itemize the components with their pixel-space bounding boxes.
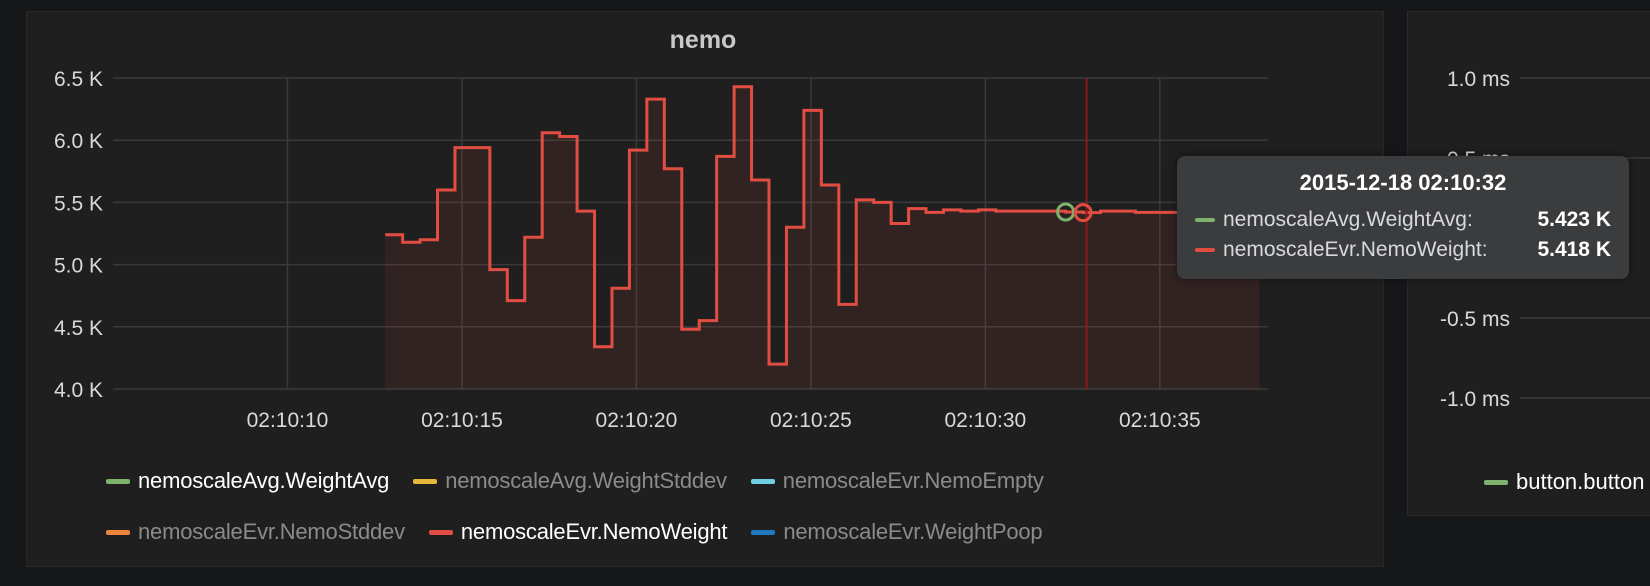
legend-swatch xyxy=(750,478,775,484)
right-y-tick-label: -1.0 ms xyxy=(1440,388,1510,411)
legend-label: nemoscaleEvr.NemoEmpty xyxy=(782,468,1044,493)
tooltip-series-value: 5.423 K xyxy=(1537,208,1611,231)
tooltip-series-name: nemoscaleAvg.WeightAvg: xyxy=(1223,208,1473,231)
panel-title[interactable]: nemo xyxy=(670,26,737,54)
y-tick-label: 5.5 K xyxy=(54,192,103,215)
legend-swatch xyxy=(106,529,130,535)
legend-label: button.button xyxy=(1516,469,1645,494)
legend-label: nemoscaleEvr.NemoWeight xyxy=(460,519,728,544)
x-tick-label: 02:10:20 xyxy=(596,409,678,432)
legend-item-weight-avg[interactable]: nemoscaleAvg.WeightAvg xyxy=(106,468,389,494)
y-tick-label: 6.5 K xyxy=(54,68,103,91)
legend-swatch xyxy=(1484,479,1508,485)
x-tick-label: 02:10:25 xyxy=(770,409,852,432)
tooltip-series-name: nemoscaleEvr.NemoWeight: xyxy=(1223,238,1488,261)
right-panel-legend-item[interactable]: button.button xyxy=(1484,469,1644,495)
x-tick-label: 02:10:10 xyxy=(247,409,329,432)
y-tick-label: 4.5 K xyxy=(54,317,103,340)
legend-label: nemoscaleEvr.WeightPoop xyxy=(783,519,1043,544)
series-area-nemo-weight xyxy=(385,86,1260,389)
legend-swatch xyxy=(413,478,438,484)
legend-row-2: nemoscaleEvr.NemoStddev nemoscaleEvr.Nem… xyxy=(106,519,1066,545)
legend-item-nemo-weight[interactable]: nemoscaleEvr.NemoWeight xyxy=(428,519,728,545)
graph-panel-nemo xyxy=(26,11,1384,567)
legend-item-nemo-stddev[interactable]: nemoscaleEvr.NemoStddev xyxy=(106,519,405,545)
legend-swatch xyxy=(106,478,130,484)
y-tick-label: 5.0 K xyxy=(54,255,103,278)
tooltip-row-weight-avg: nemoscaleAvg.WeightAvg: 5.423 K xyxy=(1195,208,1611,232)
x-tick-label: 02:10:15 xyxy=(421,409,503,432)
series-layer xyxy=(385,78,1260,389)
legend-label: nemoscaleAvg.WeightStddev xyxy=(445,468,727,493)
tooltip-time: 2015-12-18 02:10:32 xyxy=(1299,170,1507,195)
legend-swatch xyxy=(751,529,776,535)
legend-label: nemoscaleAvg.WeightAvg xyxy=(138,468,390,493)
tooltip-series-value: 5.418 K xyxy=(1537,238,1611,261)
legend-row-1: nemoscaleAvg.WeightAvg nemoscaleAvg.Weig… xyxy=(106,468,1068,494)
y-tick-label: 6.0 K xyxy=(54,130,103,153)
x-tick-label: 02:10:35 xyxy=(1119,409,1201,432)
legend-item-nemo-empty[interactable]: nemoscaleEvr.NemoEmpty xyxy=(750,468,1044,494)
series-line-nemo-weight xyxy=(385,85,1260,366)
y-tick-label: 4.0 K xyxy=(54,379,103,402)
hover-tooltip: 2015-12-18 02:10:32 nemoscaleAvg.WeightA… xyxy=(1177,156,1629,279)
legend-label: nemoscaleEvr.NemoStddev xyxy=(138,519,405,544)
legend-swatch xyxy=(428,529,453,535)
right-y-tick-label: 1.0 ms xyxy=(1447,68,1510,91)
legend-item-weight-poop[interactable]: nemoscaleEvr.WeightPoop xyxy=(751,519,1043,545)
grid-layer xyxy=(113,77,1268,390)
tooltip-row-nemo-weight: nemoscaleEvr.NemoWeight: 5.418 K xyxy=(1195,238,1611,262)
legend-item-weight-stddev[interactable]: nemoscaleAvg.WeightStddev xyxy=(413,468,727,494)
hover-point-nemo-weight xyxy=(1073,203,1093,223)
axis-layer: 4.0 K 4.5 K 5.0 K 5.5 K 6.0 K 6.5 K 02:10:10 02… xyxy=(54,68,1201,432)
right-y-tick-label: -0.5 ms xyxy=(1440,308,1510,331)
legend-swatch xyxy=(1195,218,1215,222)
legend-swatch xyxy=(1195,248,1215,252)
x-tick-label: 02:10:30 xyxy=(944,409,1026,432)
